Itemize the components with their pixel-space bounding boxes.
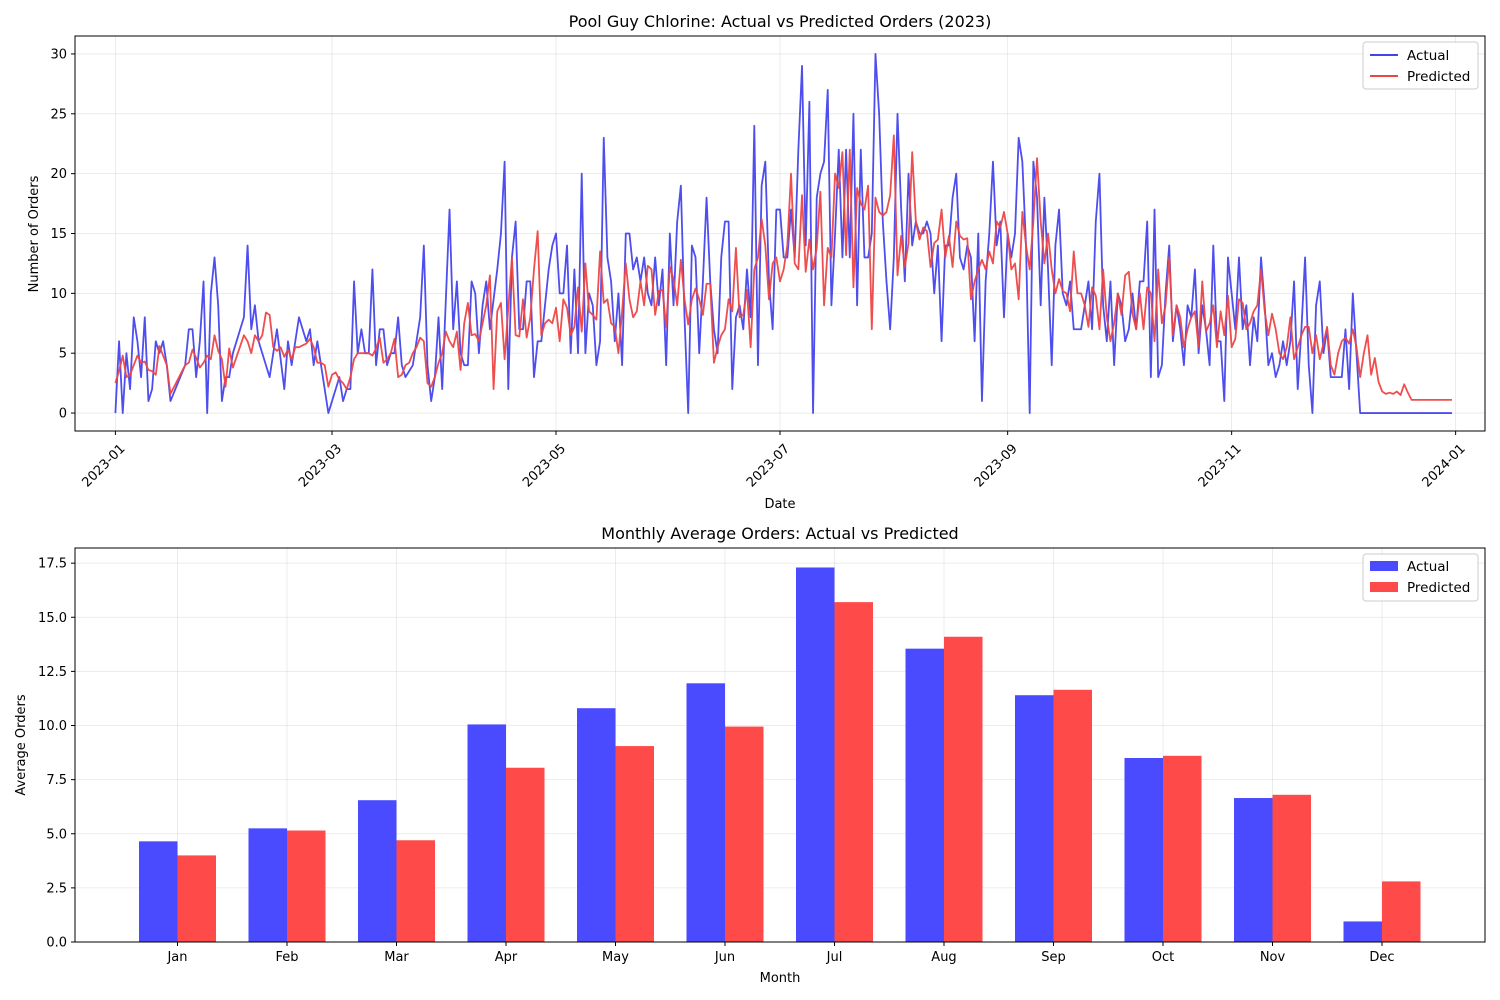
bar-chart-x-label: Month [760, 971, 801, 986]
bar-predicted-sep [1053, 689, 1092, 942]
x-tick-label: Sep [1041, 950, 1066, 965]
y-tick-label: 10 [50, 287, 67, 302]
bar-actual-jun [686, 683, 725, 942]
x-tick-label: Feb [275, 950, 298, 965]
bar-chart-frame [74, 547, 1486, 943]
bar-actual-mar [358, 800, 397, 942]
bar-actual-nov [1234, 798, 1273, 942]
x-tick-label: Jun [714, 950, 735, 965]
bar-predicted-aug [944, 636, 983, 942]
series-line-predicted [114, 134, 1452, 401]
y-tick-label: 15.0 [38, 611, 67, 626]
line-chart-y-label: Number of Orders [27, 175, 42, 292]
bar-actual-jan [139, 841, 178, 942]
bar-predicted-may [615, 746, 654, 942]
y-tick-label: 17.5 [38, 557, 67, 572]
y-tick-label: 15 [50, 227, 67, 242]
legend-actual-label: Actual [1407, 48, 1449, 64]
bar-chart-panel: 0.0 2.5 5.0 7.5 10.0 12.5 15.0 17.5 Jan Feb Mar Apr… [14, 524, 1486, 986]
bar-actual-sep [1015, 695, 1054, 942]
y-tick-label: 5 [59, 347, 67, 362]
line-chart-grid [75, 36, 1485, 431]
bar-predicted-feb [287, 830, 326, 942]
bar-chart-ticks: 0.0 2.5 5.0 7.5 10.0 12.5 15.0 17.5 Jan Feb Mar Apr… [38, 557, 1395, 965]
bar-actual-jul [796, 567, 835, 942]
legend-predicted-label: Predicted [1407, 580, 1470, 596]
bar-predicted-mar [396, 840, 435, 942]
legend-predicted-label: Predicted [1407, 69, 1470, 85]
x-tick-label: Apr [495, 950, 518, 965]
bar-predicted-nov [1272, 794, 1311, 942]
bar-actual-aug [905, 648, 944, 942]
y-tick-label: 10.0 [38, 719, 67, 734]
bar-actual-dec [1343, 921, 1382, 942]
legend-actual-label: Actual [1407, 559, 1449, 575]
x-tick-label: May [602, 950, 629, 965]
line-chart-series [114, 53, 1452, 414]
bar-chart-bars [139, 567, 1421, 942]
x-tick-label: Aug [931, 950, 956, 965]
y-tick-label: 2.5 [46, 881, 67, 896]
bar-actual-oct [1124, 757, 1163, 942]
legend-predicted-swatch [1370, 582, 1398, 592]
x-tick-label: Dec [1369, 950, 1394, 965]
bar-actual-feb [248, 828, 287, 942]
line-chart-x-label: Date [764, 497, 795, 512]
bar-chart-y-label: Average Orders [14, 694, 29, 795]
line-chart-title: Pool Guy Chlorine: Actual vs Predicted O… [569, 12, 992, 31]
y-tick-label: 7.5 [46, 773, 67, 788]
bar-predicted-jun [725, 726, 764, 942]
y-tick-label: 30 [50, 47, 67, 62]
bar-actual-apr [467, 724, 506, 942]
bar-predicted-apr [506, 767, 545, 942]
y-tick-label: 5.0 [46, 827, 67, 842]
x-tick-label: Oct [1152, 950, 1174, 965]
legend-actual-swatch [1370, 561, 1398, 571]
bar-predicted-oct [1163, 755, 1202, 942]
bar-predicted-jul [834, 602, 873, 942]
bar-chart-legend: Actual Predicted [1362, 553, 1479, 602]
bar-predicted-jan [177, 855, 216, 942]
line-chart-legend: Actual Predicted [1362, 41, 1479, 90]
y-tick-label: 20 [50, 167, 67, 182]
x-tick-label: Nov [1260, 950, 1286, 965]
bar-predicted-dec [1382, 881, 1421, 942]
y-tick-label: 0 [59, 407, 67, 422]
bar-chart-title: Monthly Average Orders: Actual vs Predic… [601, 524, 958, 543]
y-tick-label: 12.5 [38, 665, 67, 680]
x-tick-label: Jul [826, 950, 843, 965]
x-tick-label: Mar [384, 950, 409, 965]
y-tick-label: 25 [50, 107, 67, 122]
x-tick-label: Jan [166, 950, 187, 965]
y-tick-label: 0.0 [46, 936, 67, 951]
bar-actual-may [577, 708, 616, 942]
